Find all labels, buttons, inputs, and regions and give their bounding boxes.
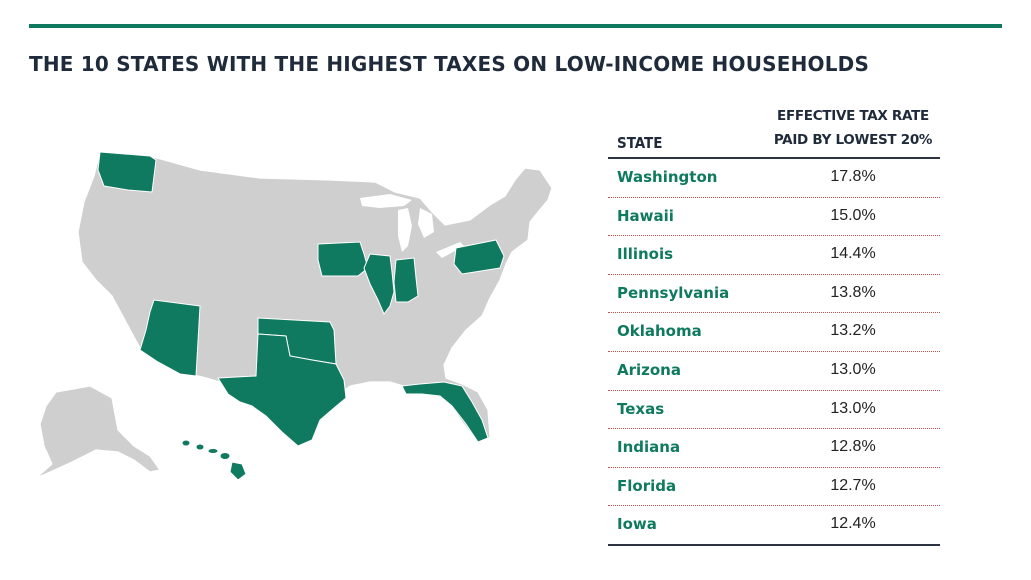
alaska-shape — [35, 385, 162, 479]
header-rate-line2: PAID BY LOWEST 20% — [773, 132, 933, 148]
table-row: Florida 12.7% — [608, 468, 940, 507]
state-indiana — [393, 257, 419, 303]
table-row: Pennsylvania 13.8% — [608, 275, 940, 314]
tax-rate-value: 12.8% — [830, 438, 876, 456]
top-rule — [29, 24, 1002, 28]
state-name: Hawaii — [617, 206, 674, 225]
table-row: Arizona 13.0% — [608, 352, 940, 391]
state-name: Illinois — [617, 245, 674, 264]
tax-rate-value: 13.2% — [830, 322, 876, 340]
lake-erie — [436, 242, 464, 258]
table-header: STATE EFFECTIVE TAX RATE PAID BY LOWEST … — [608, 105, 940, 159]
state-texas — [217, 333, 347, 447]
table-row: Hawaii 15.0% — [608, 198, 940, 237]
table-row: Illinois 14.4% — [608, 236, 940, 275]
header-rate-line1: EFFECTIVE TAX RATE — [777, 108, 929, 124]
hawaii-island-big — [229, 461, 247, 481]
state-washington — [97, 151, 157, 193]
state-pennsylvania — [453, 239, 505, 275]
hawaii-island-molokai — [207, 448, 219, 454]
state-name: Iowa — [617, 515, 657, 534]
table-row: Indiana 12.8% — [608, 429, 940, 468]
tax-rate-value: 13.8% — [830, 283, 876, 301]
tax-rate-table: STATE EFFECTIVE TAX RATE PAID BY LOWEST … — [608, 105, 940, 546]
state-name: Texas — [617, 399, 665, 418]
state-illinois — [363, 253, 395, 315]
state-iowa — [317, 241, 369, 277]
tax-rate-value: 17.8% — [830, 168, 876, 185]
tax-rate-value: 15.0% — [830, 206, 876, 224]
table-row: Iowa 12.4% — [608, 506, 940, 546]
table-row: Washington 17.8% — [608, 159, 940, 198]
table-body: Washington 17.8% Hawaii 15.0% Illinois 14.4% P… — [608, 159, 940, 546]
tax-rate-value: 13.0% — [830, 399, 876, 417]
page-title: THE 10 STATES WITH THE HIGHEST TAXES ON … — [29, 52, 870, 76]
lake-michigan — [398, 208, 412, 252]
table-row: Oklahoma 13.2% — [608, 313, 940, 352]
tax-rate-value: 12.4% — [830, 515, 876, 533]
lake-huron — [418, 208, 434, 238]
hawaii-island-oahu — [195, 443, 205, 451]
state-name: Washington — [617, 168, 718, 186]
tax-rate-value: 12.7% — [830, 476, 876, 494]
lake-superior — [360, 194, 412, 208]
header-rate: EFFECTIVE TAX RATE PAID BY LOWEST 20% — [768, 104, 938, 152]
tax-rate-value: 14.4% — [830, 245, 876, 263]
state-florida — [401, 381, 489, 443]
state-hawaii — [181, 439, 247, 481]
us-map — [35, 151, 553, 481]
state-name: Pennsylvania — [617, 283, 730, 302]
state-name: Oklahoma — [617, 322, 702, 341]
state-arizona — [139, 299, 201, 377]
hawaii-island-kauai — [181, 439, 191, 447]
state-name: Arizona — [617, 360, 681, 379]
table-row: Texas 13.0% — [608, 391, 940, 430]
state-name: Florida — [617, 476, 677, 495]
state-name: Indiana — [617, 438, 681, 457]
header-state: STATE — [617, 134, 663, 152]
hawaii-island-maui — [219, 452, 231, 460]
tax-rate-value: 13.0% — [830, 360, 876, 378]
